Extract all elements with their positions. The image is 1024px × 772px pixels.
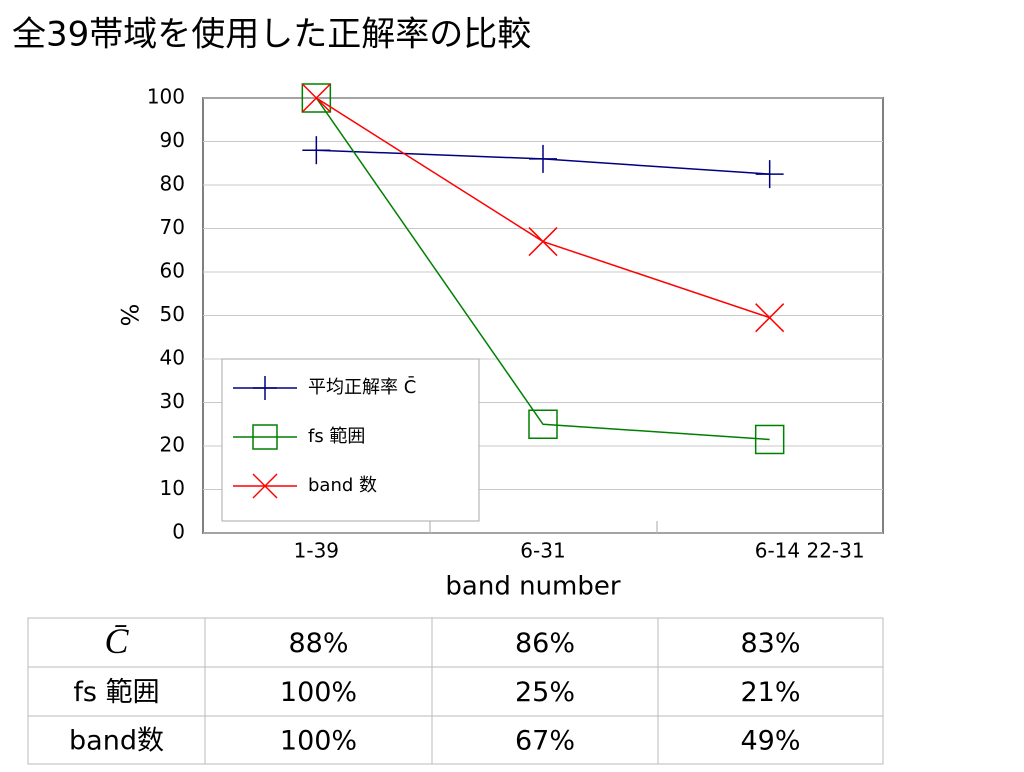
y-tick-label: 40	[160, 346, 185, 370]
marker	[755, 160, 784, 189]
legend-label: 平均正解率 C̄	[308, 376, 416, 398]
table-frame	[27, 617, 884, 765]
marker	[528, 409, 558, 439]
legend-marker	[252, 424, 278, 450]
row-header: band数	[69, 726, 164, 757]
y-tick-label: 50	[160, 302, 185, 326]
x-axis-label: band number	[445, 572, 620, 602]
y-tick-label: 70	[160, 215, 185, 239]
marker-part	[528, 227, 558, 257]
marker-part	[301, 83, 332, 113]
table-cell: 67%	[515, 726, 575, 757]
table-cell: 88%	[288, 628, 348, 659]
y-tick-label: 90	[160, 128, 185, 152]
y-tick-label: 80	[160, 172, 185, 196]
slide-title: 全39帯域を使用した正解率の比較	[12, 15, 531, 55]
marker	[754, 424, 785, 455]
y-tick-label: 60	[160, 259, 185, 283]
legend-marker	[252, 473, 278, 499]
legend-label: band 数	[308, 475, 377, 496]
marker-part	[528, 409, 558, 439]
x-tick-label: 6-14 22-31	[755, 539, 865, 563]
x-tick-label: 6-31	[520, 539, 565, 563]
row-header: C̄	[104, 621, 129, 661]
x-tick-label: 1-39	[294, 539, 339, 563]
y-tick-label: 30	[160, 389, 185, 413]
y-tick-label: 100	[147, 85, 185, 109]
table-cell: 21%	[740, 677, 800, 708]
y-tick-label: 0	[172, 520, 185, 544]
y-tick-label: 10	[160, 476, 185, 500]
marker	[301, 83, 332, 113]
table-cell: 100%	[280, 677, 357, 708]
marker	[529, 144, 557, 173]
marker-part	[252, 424, 278, 450]
y-tick-label: 20	[160, 433, 185, 457]
marker-part	[755, 303, 785, 333]
table-cell: 25%	[515, 677, 575, 708]
marker	[302, 136, 331, 165]
marker-part	[754, 424, 785, 455]
marker	[755, 303, 785, 333]
table-cell: 86%	[515, 628, 575, 659]
y-axis-label: %	[115, 304, 143, 327]
marker-part	[252, 473, 278, 499]
table-cell: 83%	[740, 628, 800, 659]
table-cell: 49%	[740, 726, 800, 757]
legend-marker	[253, 376, 277, 400]
row-header: fs 範囲	[73, 677, 159, 708]
marker	[301, 83, 331, 113]
marker	[528, 227, 558, 257]
table-cell: 100%	[280, 726, 357, 757]
series-line	[315, 97, 770, 441]
marker-part	[301, 83, 331, 113]
legend-label: fs 範囲	[308, 426, 365, 447]
